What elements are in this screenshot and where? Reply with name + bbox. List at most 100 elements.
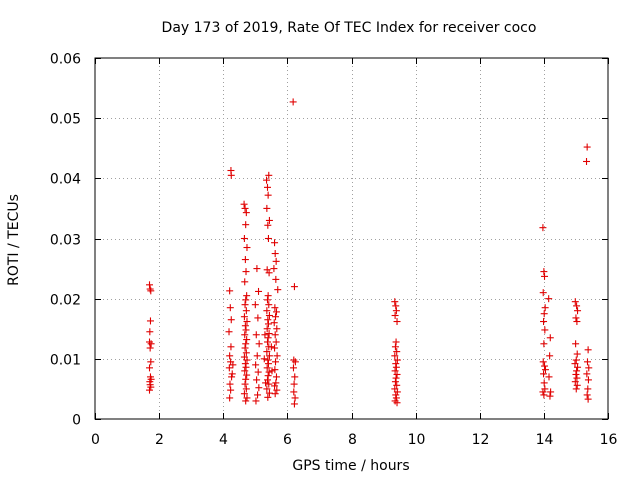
data-point xyxy=(255,287,263,295)
x-tick-label: 4 xyxy=(219,432,228,448)
data-point xyxy=(241,256,249,264)
data-point xyxy=(393,348,401,356)
data-point xyxy=(242,296,250,304)
data-point xyxy=(264,191,272,199)
data-point xyxy=(272,338,280,346)
data-point xyxy=(540,379,548,387)
data-point xyxy=(572,356,580,364)
data-point xyxy=(254,391,262,399)
data-point xyxy=(260,355,268,363)
data-point xyxy=(573,350,581,358)
data-point xyxy=(253,376,261,384)
data-point xyxy=(243,244,251,252)
data-point xyxy=(270,319,278,327)
data-point xyxy=(229,361,237,369)
data-point xyxy=(242,349,250,357)
data-point xyxy=(393,388,401,396)
data-point xyxy=(392,302,400,310)
data-point xyxy=(242,326,250,334)
data-point xyxy=(264,360,272,368)
data-point xyxy=(242,397,250,405)
data-point xyxy=(241,204,249,212)
data-point xyxy=(263,307,271,315)
data-point xyxy=(255,340,263,348)
data-point xyxy=(584,346,592,354)
data-point xyxy=(264,221,272,229)
data-point xyxy=(243,318,251,326)
data-point xyxy=(392,363,400,371)
data-point xyxy=(583,391,591,399)
data-point xyxy=(290,388,298,396)
data-point xyxy=(571,360,579,368)
data-point xyxy=(391,312,399,320)
data-point xyxy=(242,209,250,217)
data-point xyxy=(146,344,154,352)
data-point xyxy=(584,376,592,384)
data-point xyxy=(265,312,273,320)
data-point xyxy=(574,307,582,315)
data-point xyxy=(572,385,580,393)
y-tick-label: 0.02 xyxy=(50,293,81,309)
data-point xyxy=(545,373,553,381)
data-point xyxy=(242,375,250,383)
data-point xyxy=(271,344,279,352)
data-point xyxy=(227,316,235,324)
data-point xyxy=(240,313,248,321)
data-point xyxy=(392,307,400,315)
data-point xyxy=(574,363,582,371)
data-point xyxy=(241,360,249,368)
data-point xyxy=(225,364,233,372)
x-tick-label: 12 xyxy=(472,432,490,448)
data-point xyxy=(265,171,273,179)
data-point xyxy=(264,334,272,342)
data-point xyxy=(573,374,581,382)
x-tick-label: 6 xyxy=(283,432,292,448)
plot-frame xyxy=(94,57,609,420)
data-point xyxy=(271,239,279,247)
x-axis-label: GPS time / hours xyxy=(292,458,409,474)
data-point xyxy=(264,292,272,300)
axis-ticks xyxy=(95,58,609,420)
data-point xyxy=(272,379,280,387)
data-point xyxy=(243,336,251,344)
data-point xyxy=(242,221,250,229)
data-point xyxy=(271,382,279,390)
data-point xyxy=(240,200,248,208)
data-point xyxy=(240,390,248,398)
data-point xyxy=(146,281,154,289)
data-point xyxy=(241,322,249,330)
data-point xyxy=(572,370,580,378)
data-point xyxy=(392,374,400,382)
data-point xyxy=(572,340,580,348)
data-point xyxy=(539,388,547,396)
data-point xyxy=(539,289,547,297)
data-point xyxy=(146,285,154,293)
data-point xyxy=(263,296,271,304)
data-point xyxy=(573,318,581,326)
data-point xyxy=(146,386,154,394)
data-point xyxy=(545,295,553,303)
data-point xyxy=(391,367,399,375)
data-point xyxy=(540,370,548,378)
data-point xyxy=(272,308,280,316)
data-point xyxy=(147,340,155,348)
data-point xyxy=(241,380,249,388)
data-point xyxy=(541,366,549,374)
data-point xyxy=(393,381,401,389)
data-point xyxy=(264,393,272,401)
grid xyxy=(95,58,608,419)
data-point xyxy=(392,338,400,346)
data-point xyxy=(255,384,263,392)
data-point xyxy=(241,331,249,339)
data-point xyxy=(541,272,549,280)
data-point xyxy=(242,307,250,315)
data-point xyxy=(265,352,273,360)
data-point xyxy=(241,301,249,309)
data-point xyxy=(291,373,299,381)
data-point xyxy=(265,269,273,277)
data-point xyxy=(392,391,400,399)
data-point xyxy=(264,316,272,324)
data-point xyxy=(262,379,270,387)
data-point xyxy=(392,394,400,402)
data-point xyxy=(391,343,399,351)
